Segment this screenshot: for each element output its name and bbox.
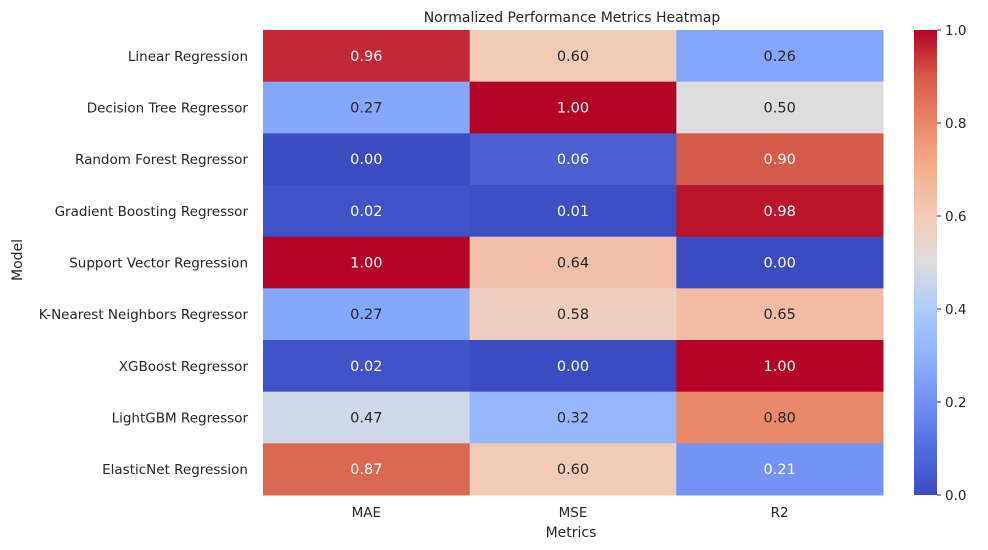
heatmap-cell	[469, 133, 677, 186]
colorbar-tick-label: 0.6	[945, 209, 966, 225]
cell-value-label: 0.65	[764, 307, 796, 323]
cell-value-label: 0.21	[764, 462, 796, 478]
heatmap-cell	[263, 288, 471, 341]
cell-value-label: 0.47	[350, 411, 382, 427]
cell-value-label: 1.00	[764, 359, 796, 375]
x-axis-label: Metrics	[546, 525, 597, 541]
heatmap-cell	[676, 288, 884, 341]
cell-value-label: 0.32	[557, 411, 589, 427]
cell-value-label: 0.02	[350, 204, 382, 220]
cell-value-label: 0.00	[764, 256, 796, 272]
heatmap-cell	[469, 288, 677, 341]
row-tick-label: Decision Tree Regressor	[87, 101, 249, 117]
cell-value-label: 0.98	[764, 204, 796, 220]
cell-value-label: 0.60	[557, 49, 589, 65]
row-tick-label: Gradient Boosting Regressor	[55, 204, 249, 220]
heatmap-cell	[263, 236, 471, 289]
column-tick-label: MAE	[352, 505, 381, 521]
column-tick-labels: MAE MSE R2	[352, 505, 789, 521]
colorbar-tick-label: 0.0	[945, 488, 966, 504]
row-tick-label: XGBoost Regressor	[119, 359, 249, 375]
heatmap-cell	[469, 30, 677, 83]
cell-value-label: 0.50	[764, 101, 796, 117]
heatmap-cell	[263, 443, 471, 496]
cell-value-label: 0.64	[557, 256, 589, 272]
column-tick-label: MSE	[559, 505, 588, 521]
cell-value-label: 0.90	[764, 152, 796, 168]
cell-value-label: 0.00	[350, 152, 382, 168]
cell-value-label: 0.87	[350, 462, 382, 478]
cell-value-label: 0.27	[350, 307, 382, 323]
colorbar-gradient	[914, 30, 937, 495]
colorbar-tick-label: 0.4	[945, 302, 966, 318]
cell-value-label: 0.96	[350, 49, 382, 65]
colorbar-tick-label: 0.2	[945, 395, 966, 411]
row-tick-label: Linear Regression	[128, 49, 248, 65]
heatmap-cell	[676, 185, 884, 238]
heatmap-cell	[676, 340, 884, 393]
heatmap-cell	[469, 443, 677, 496]
heatmap-cell	[676, 81, 884, 134]
cell-value-label: 0.80	[764, 411, 796, 427]
heatmap-cell	[469, 236, 677, 289]
cell-value-label: 0.60	[557, 462, 589, 478]
heatmap-cell	[469, 185, 677, 238]
heatmap-cell	[469, 81, 677, 134]
cell-value-label: 1.00	[350, 256, 382, 272]
heatmap-cell	[263, 185, 471, 238]
heatmap-cell	[676, 443, 884, 496]
heatmap-cell	[676, 30, 884, 83]
row-tick-labels: Linear Regression Decision Tree Regressor…	[39, 49, 249, 478]
row-tick-label: LightGBM Regressor	[112, 411, 249, 427]
heatmap-cell	[676, 133, 884, 186]
row-tick-label: Support Vector Regression	[69, 256, 248, 272]
cell-value-label: 0.00	[557, 359, 589, 375]
y-axis-label: Model	[10, 239, 26, 281]
heatmap-cell	[263, 133, 471, 186]
column-tick-label: R2	[771, 505, 789, 521]
cell-value-label: 0.06	[557, 152, 589, 168]
heatmap-cell	[263, 30, 471, 83]
cell-value-label: 0.02	[350, 359, 382, 375]
heatmap-cell	[676, 391, 884, 444]
heatmap-cells: 0.96 0.60 0.26 0.27 1.00 0.50 0.00 0.06 0.90 0.02…	[263, 30, 884, 496]
colorbar-tick-label: 0.8	[945, 116, 966, 132]
row-tick-label: K-Nearest Neighbors Regressor	[39, 307, 249, 323]
heatmap-cell	[676, 236, 884, 289]
cell-value-label: 0.58	[557, 307, 589, 323]
cell-value-label: 0.26	[764, 49, 796, 65]
colorbar-tick-label: 1.0	[945, 23, 966, 39]
heatmap-cell	[263, 391, 471, 444]
row-tick-label: Random Forest Regressor	[75, 152, 248, 168]
chart-title: Normalized Performance Metrics Heatmap	[424, 10, 721, 26]
cell-value-label: 0.27	[350, 101, 382, 117]
cell-value-label: 0.01	[557, 204, 589, 220]
cell-value-label: 1.00	[557, 101, 589, 117]
row-tick-label: ElasticNet Regression	[102, 462, 248, 478]
heatmap-cell	[469, 340, 677, 393]
heatmap-cell	[263, 340, 471, 393]
colorbar: 0.0 0.2 0.4 0.6 0.8 1.0	[914, 23, 966, 504]
heatmap-cell	[263, 81, 471, 134]
heatmap-cell	[469, 391, 677, 444]
